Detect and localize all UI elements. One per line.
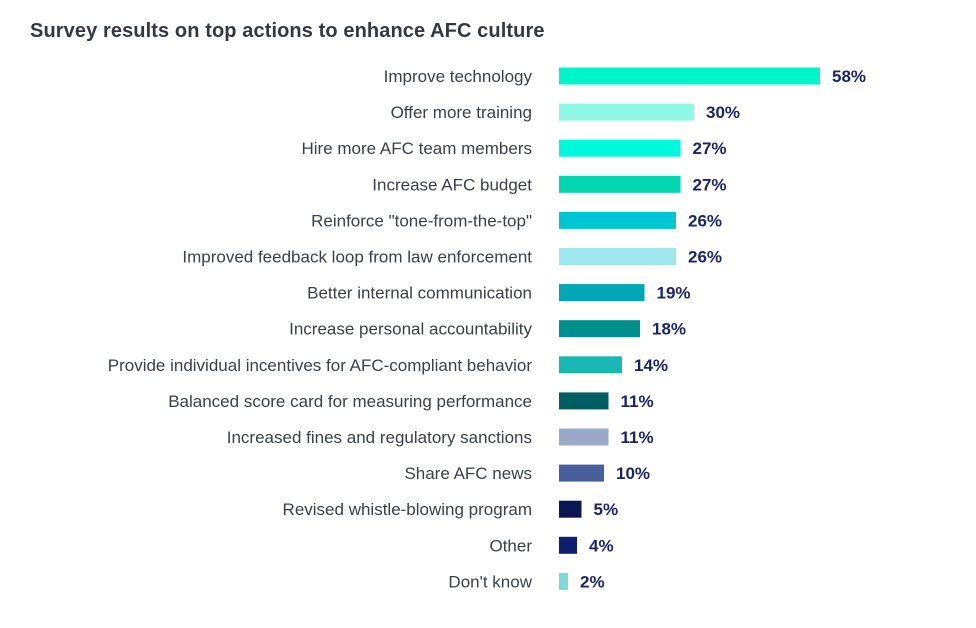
bar bbox=[559, 536, 577, 554]
category-label: Increased fines and regulatory sanctions bbox=[227, 428, 532, 447]
value-label: 26% bbox=[688, 248, 722, 267]
bar bbox=[559, 284, 645, 302]
value-label: 27% bbox=[693, 139, 727, 158]
bar bbox=[559, 500, 582, 518]
value-label: 10% bbox=[616, 464, 650, 483]
category-label: Increase personal accountability bbox=[289, 320, 532, 339]
bar bbox=[559, 464, 604, 482]
bar bbox=[559, 211, 676, 229]
category-labels: Improve technology Offer more training Hir… bbox=[108, 67, 533, 591]
category-label: Other bbox=[489, 536, 532, 555]
category-label: Reinforce "tone-from-the-top" bbox=[311, 211, 532, 230]
bar bbox=[559, 356, 622, 374]
value-labels: 58% 30% 27% 27% 26% 26% 19% 18% 14% 11% 11% 10% 5% 4%… bbox=[580, 67, 866, 591]
category-label: Share AFC news bbox=[404, 464, 532, 483]
bar bbox=[559, 572, 568, 590]
value-label: 58% bbox=[832, 67, 866, 86]
value-label: 5% bbox=[594, 500, 619, 519]
bars bbox=[559, 67, 820, 590]
category-label: Improved feedback loop from law enforcem… bbox=[182, 248, 532, 267]
category-label: Offer more training bbox=[391, 103, 532, 122]
value-label: 14% bbox=[634, 356, 668, 375]
value-label: 4% bbox=[589, 536, 614, 555]
value-label: 26% bbox=[688, 211, 722, 230]
category-label: Provide individual incentives for AFC-co… bbox=[108, 356, 533, 375]
chart-title: Survey results on top actions to enhance… bbox=[30, 20, 545, 42]
value-label: 11% bbox=[621, 428, 654, 447]
value-label: 2% bbox=[580, 572, 605, 591]
category-label: Revised whistle-blowing program bbox=[283, 500, 532, 519]
category-label: Balanced score card for measuring perfor… bbox=[168, 392, 532, 411]
value-label: 19% bbox=[657, 284, 691, 303]
bar bbox=[559, 139, 681, 157]
category-label: Better internal communication bbox=[307, 284, 532, 303]
category-label: Improve technology bbox=[384, 67, 533, 86]
bar bbox=[559, 103, 694, 121]
category-label: Don't know bbox=[448, 572, 532, 591]
bar bbox=[559, 428, 609, 446]
category-label: Hire more AFC team members bbox=[302, 139, 533, 158]
value-label: 30% bbox=[706, 103, 740, 122]
bar bbox=[559, 320, 640, 338]
bar bbox=[559, 67, 820, 85]
category-label: Increase AFC budget bbox=[372, 175, 532, 194]
value-label: 18% bbox=[652, 320, 686, 339]
bar bbox=[559, 175, 681, 193]
bar bbox=[559, 248, 676, 265]
value-label: 11% bbox=[621, 392, 654, 411]
value-label: 27% bbox=[693, 175, 727, 194]
bar bbox=[559, 392, 609, 410]
